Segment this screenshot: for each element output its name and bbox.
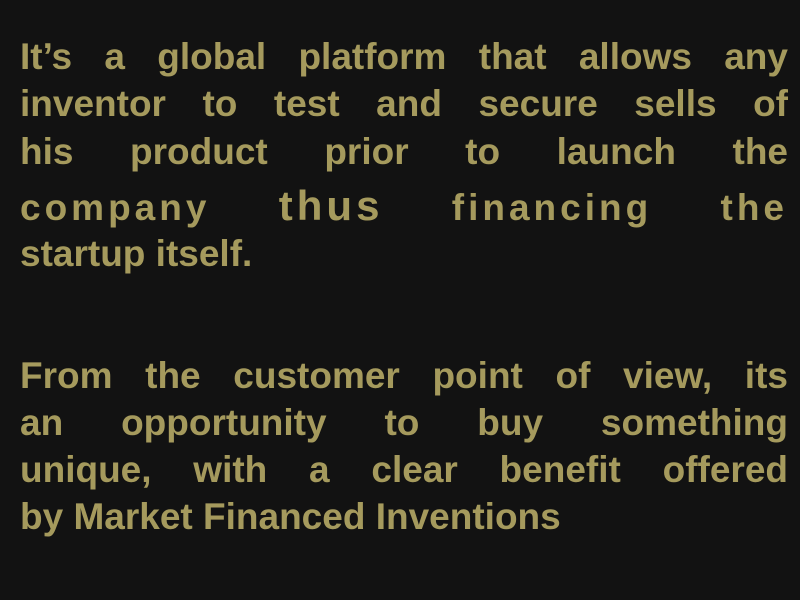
customer-line-2: an opportunity to buy something (20, 402, 788, 443)
customer-line-1: From the customer point of view, its (20, 355, 788, 396)
intro-line-2: inventor to test and secure sells of (20, 83, 788, 124)
emphasized-word: thus (278, 182, 384, 229)
intro-line-4-end: financing the (383, 187, 788, 228)
intro-line-4-start: company (20, 187, 279, 228)
customer-line-3: unique, with a clear benefit offered (20, 449, 788, 490)
intro-line-4: company thus financing the (20, 182, 788, 230)
intro-line-5: startup itself. (20, 233, 253, 274)
customer-line-4: by Market Financed Inventions (20, 496, 561, 537)
intro-line-3: his product prior to launch the (20, 131, 788, 172)
intro-line-1: It’s a global platform that allows any (20, 36, 788, 77)
